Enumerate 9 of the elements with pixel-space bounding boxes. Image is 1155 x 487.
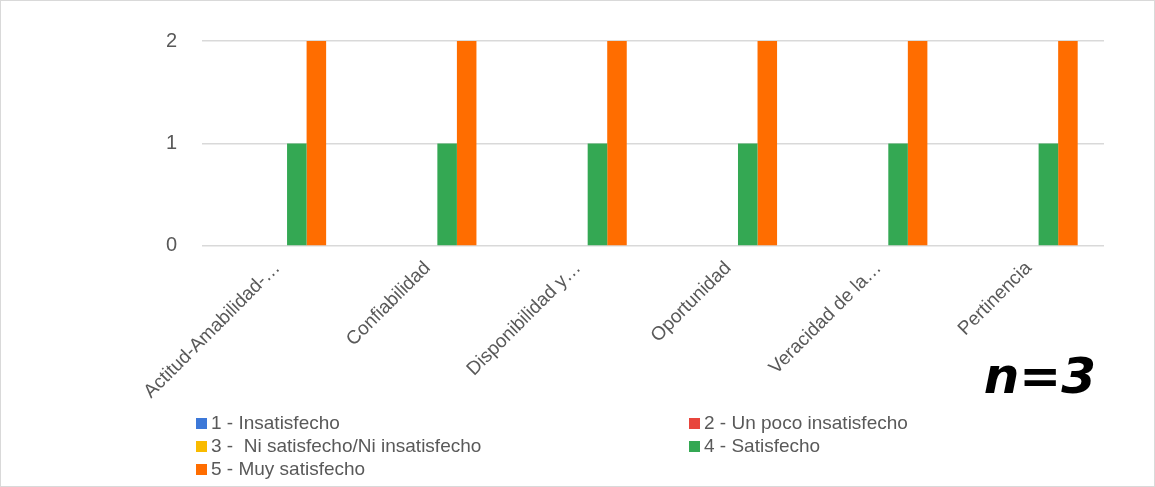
y-tick-label: 0 (166, 233, 178, 256)
text: n=3 (983, 347, 1096, 405)
legend-label: 2 - Un poco insatisfecho (703, 411, 909, 434)
y-tick-label: 1 (166, 130, 178, 153)
legend-label: 3 - Ni satisfecho/Ni insatisfecho (210, 434, 483, 457)
y-tick-label: 2 (166, 28, 178, 51)
legend-label: 1 - Insatisfecho (210, 411, 341, 434)
legend-label: 4 - Satisfecho (703, 434, 822, 457)
legend-label: 5 - Muy satisfecho (210, 457, 367, 480)
